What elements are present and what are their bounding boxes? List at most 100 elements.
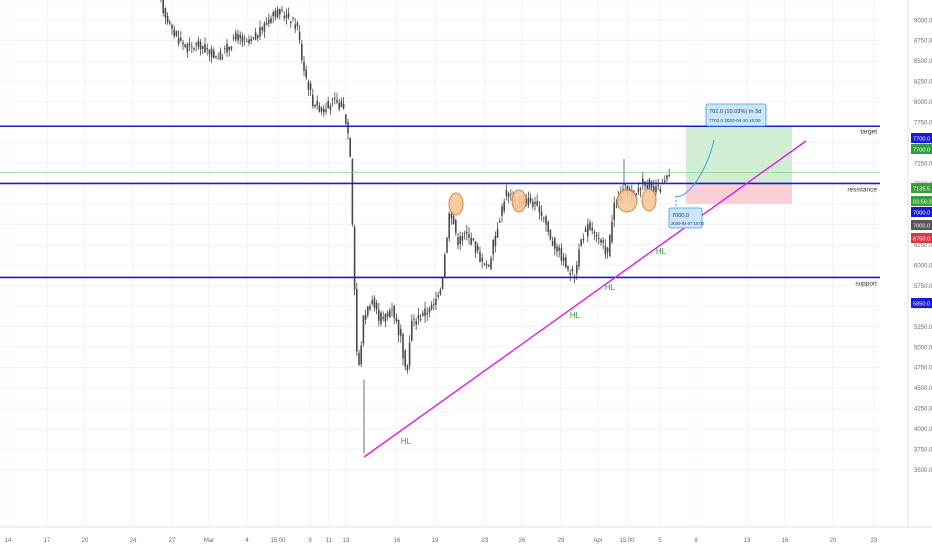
candle-body [650, 181, 653, 188]
candle-body [639, 189, 642, 191]
y-tick-label: 3500.0 [914, 468, 932, 474]
candle-body [602, 240, 604, 243]
price-tag-text-target: 7700.0 [913, 147, 930, 153]
candle-body [494, 235, 497, 247]
higher-low-label: HL [605, 283, 616, 292]
candle-body [356, 288, 358, 352]
candle-body [567, 266, 569, 270]
candle-body [397, 319, 400, 336]
x-tick-label: 26 [519, 538, 526, 544]
candle-body [241, 36, 244, 43]
candle-body [565, 257, 567, 268]
candle-body [437, 295, 439, 297]
candle-body [501, 206, 503, 216]
candle-body [556, 246, 558, 252]
candle-body [232, 37, 235, 39]
x-tick-label: 23 [871, 538, 878, 544]
candle-body [534, 202, 536, 205]
candle-body [195, 43, 197, 45]
candle-body [206, 47, 208, 50]
candle-body [633, 190, 635, 192]
candle-body [490, 258, 492, 269]
candle-body [441, 277, 444, 289]
higher-low-label: HL [570, 311, 581, 320]
price-tag-text-stop: 6750.0 [913, 236, 930, 242]
candle-body [382, 317, 384, 319]
candle-body [298, 31, 301, 40]
candle-body [283, 16, 285, 19]
candle-body [527, 197, 530, 206]
candle-body [538, 206, 541, 213]
candle-body [338, 102, 340, 110]
candle-body [488, 265, 490, 267]
candle-body [613, 202, 615, 221]
candle-body [221, 57, 224, 59]
projection-tooltip [705, 103, 767, 127]
y-tick-label: 4000.0 [914, 427, 932, 433]
projection-tooltip-sub: 7702.0 2020-04-10 10:00 [709, 118, 761, 123]
entry-tooltip-text: 7000.0 [672, 213, 689, 219]
y-tick-label: 7500.0 [914, 141, 932, 147]
candle-body [664, 180, 666, 183]
candle-body [635, 193, 637, 196]
y-tick-label: 4750.0 [914, 366, 932, 372]
candle-body [290, 21, 292, 23]
candle-body [543, 218, 545, 219]
candle-body [270, 18, 272, 23]
candle-body [307, 82, 310, 90]
candle-body [197, 40, 200, 47]
candle-body [215, 55, 217, 57]
y-tick-label: 4250.0 [914, 407, 932, 413]
candle-body [268, 19, 270, 24]
x-tick-label: 29 [558, 538, 565, 544]
candle-body [485, 264, 488, 266]
candle-body [455, 219, 457, 233]
candle-body [208, 49, 211, 55]
candle-body [422, 312, 424, 316]
candle-body [505, 190, 508, 196]
x-tick-label: 15:00 [619, 538, 635, 544]
candle-body [257, 35, 259, 39]
candle-body [492, 240, 494, 255]
candle-body [461, 235, 464, 241]
candle-body [263, 23, 266, 32]
candle-body [578, 249, 580, 267]
y-tick-label: 8250.0 [914, 80, 932, 86]
price-labels: 7700.0 7700.0 7135.5 03:56:20 7000.0 7000.0 67… [911, 133, 932, 308]
y-tick-label: 6250.0 [914, 243, 932, 249]
candle-body [470, 237, 472, 245]
candle-body [615, 206, 618, 207]
candle-body [230, 46, 233, 50]
candle-body [589, 222, 591, 230]
candle-body [182, 42, 184, 45]
candle-body [279, 9, 281, 15]
resistance-touch-marker [641, 188, 657, 212]
candle-body [351, 158, 354, 225]
candle-body [177, 37, 180, 44]
candle-body [281, 9, 283, 11]
candle-body [186, 44, 189, 53]
candle-body [272, 12, 274, 17]
candle-body [439, 289, 442, 295]
y-tick-label: 8000.0 [914, 100, 932, 106]
candle-body [468, 234, 470, 238]
grid-layer [0, 0, 880, 527]
candle-body [457, 237, 459, 245]
target-zone [686, 126, 792, 184]
candle-body [199, 42, 202, 50]
candle-body [389, 310, 391, 318]
candle-body [373, 298, 376, 308]
entry-tooltip-sub: 2020-04-07 10:00 [671, 221, 705, 226]
candle-body [496, 229, 499, 238]
candle-body [474, 241, 477, 253]
candle-body [446, 237, 448, 253]
candle-body [287, 13, 290, 18]
candle-body [463, 233, 466, 235]
resistance-touch-marker [511, 189, 527, 213]
level-label-resistance: resistance [847, 186, 877, 193]
y-tick-label: 7250.0 [914, 161, 932, 167]
y-tick-label: 7750.0 [914, 120, 932, 126]
price-tag-countdown [911, 196, 932, 206]
